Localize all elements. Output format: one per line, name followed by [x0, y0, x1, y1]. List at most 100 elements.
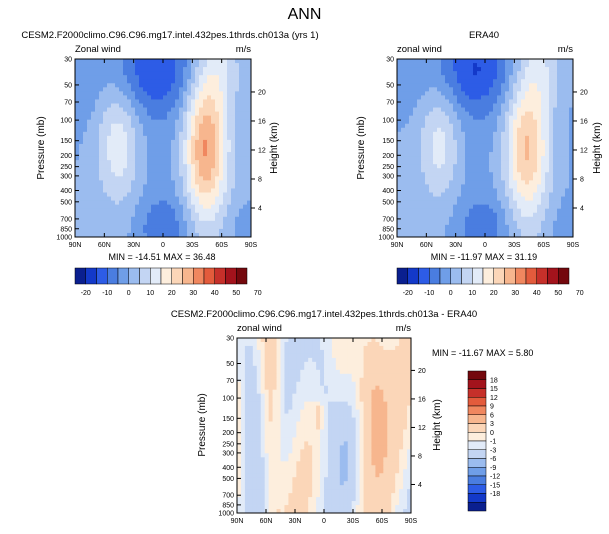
contour-cell: [244, 393, 250, 399]
contour-cell: [405, 107, 410, 112]
contour-cell: [481, 164, 486, 169]
contour-cell: [123, 164, 128, 169]
contour-cell: [437, 148, 442, 153]
contour-cell: [489, 95, 494, 100]
contour-cell: [171, 204, 176, 210]
contour-cell: [445, 212, 450, 218]
contour-cell: [461, 123, 466, 129]
contour-cell: [235, 127, 240, 133]
contour-cell: [227, 216, 232, 222]
contour-cell: [461, 67, 466, 72]
contour-cell: [308, 413, 313, 418]
contour-cell: [493, 139, 498, 145]
contour-cell: [489, 79, 494, 84]
contour-cell: [211, 172, 216, 177]
contour-cell: [549, 115, 554, 121]
contour-cell: [351, 353, 357, 359]
contour-cell: [147, 63, 152, 68]
contour-cell: [135, 156, 140, 161]
contour-cell: [147, 172, 152, 177]
contour-cell: [537, 119, 542, 125]
contour-cell: [565, 95, 570, 100]
contour-cell: [119, 180, 124, 185]
contour-cell: [497, 168, 502, 173]
contour-cell: [441, 67, 446, 72]
contour-cell: [351, 338, 357, 343]
contour-cell: [529, 208, 534, 214]
contour-cell: [111, 212, 116, 218]
contour-cell: [219, 212, 224, 218]
contour-cell: [215, 83, 220, 88]
contour-cell: [83, 135, 88, 141]
contour-cell: [327, 341, 333, 347]
contour-cell: [335, 353, 341, 359]
contour-cell: [127, 228, 132, 234]
contour-cell: [111, 164, 116, 169]
contour-cell: [497, 59, 502, 64]
contour-cell: [207, 119, 212, 125]
contour-cell: [513, 224, 518, 230]
x-tick-label: 30N: [449, 242, 462, 249]
contour-cell: [429, 188, 434, 193]
contour-cell: [403, 377, 408, 383]
contour-cell: [401, 87, 406, 92]
contour-cell: [477, 168, 482, 173]
contour-cell: [131, 91, 136, 96]
contour-cell: [429, 83, 434, 88]
contour-cell: [103, 192, 108, 197]
contour-cell: [171, 208, 176, 214]
contour-cell: [429, 212, 434, 218]
contour-cell: [445, 160, 450, 165]
contour-cell: [247, 216, 252, 222]
contour-cell: [445, 95, 450, 100]
contour-cell: [83, 200, 88, 206]
contour-cell: [243, 220, 248, 226]
contour-cell: [541, 91, 546, 96]
contour-cell: [235, 200, 240, 206]
contour-cell: [87, 71, 92, 76]
contour-cell: [115, 156, 120, 161]
contour-cell: [159, 176, 164, 181]
contour-cell: [211, 220, 216, 226]
contour-cell: [135, 184, 140, 189]
contour-cell: [99, 208, 104, 214]
contour-cell: [549, 176, 554, 181]
contour-cell: [343, 338, 349, 343]
contour-cell: [429, 196, 434, 201]
contour-cell: [139, 71, 144, 76]
contour-cell: [509, 119, 514, 125]
contour-cell: [312, 413, 317, 418]
contour-cell: [111, 99, 116, 104]
contour-cell: [187, 188, 192, 193]
contour-cell: [256, 397, 262, 403]
contour-cell: [183, 200, 188, 206]
contour-cell: [155, 156, 160, 161]
contour-cell: [493, 79, 498, 84]
contour-cell: [139, 228, 144, 234]
contour-cell: [425, 143, 430, 149]
contour-cell: [247, 67, 252, 72]
contour-cell: [183, 71, 188, 76]
contour-cell: [481, 220, 486, 226]
contour-cell: [565, 127, 570, 133]
contour-cell: [223, 59, 228, 64]
contour-cell: [191, 123, 196, 129]
contour-cell: [115, 71, 120, 76]
contour-cell: [147, 228, 152, 234]
contour-cell: [324, 405, 329, 410]
contour-cell: [465, 115, 470, 121]
contour-cell: [147, 107, 152, 112]
contour-cell: [195, 212, 200, 218]
contour-cell: [239, 123, 244, 129]
contour-cell: [533, 131, 538, 137]
contour-cell: [569, 71, 574, 76]
contour-cell: [425, 87, 430, 92]
contour-cell: [493, 184, 498, 189]
contour-cell: [239, 59, 244, 64]
contour-cell: [240, 405, 246, 410]
contour-cell: [537, 127, 542, 133]
contour-cell: [371, 409, 376, 414]
contour-cell: [441, 139, 446, 145]
contour-cell: [179, 71, 184, 76]
contour-cell: [131, 107, 136, 112]
